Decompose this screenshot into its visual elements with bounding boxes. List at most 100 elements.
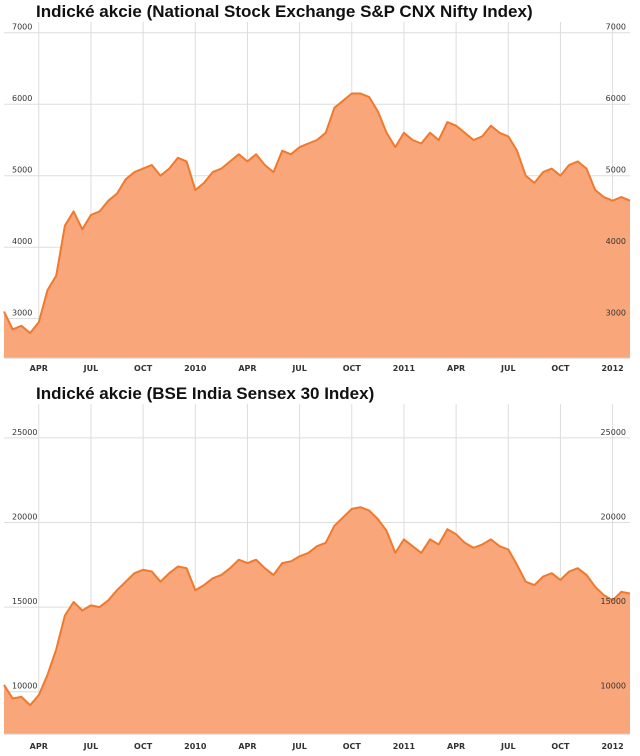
x-tick-label: OCT — [551, 742, 570, 751]
data-point — [29, 332, 31, 334]
y-tick-label-left: 10000 — [12, 682, 37, 691]
data-point — [559, 175, 561, 177]
data-point — [81, 228, 83, 230]
data-point — [551, 572, 553, 574]
data-point — [377, 518, 379, 520]
data-point — [38, 694, 40, 696]
data-point — [473, 547, 475, 549]
x-tick-label: 2012 — [601, 364, 623, 373]
data-point — [594, 586, 596, 588]
sensex-area-chart: 10000 10000 15000 15000 20000 20000 25000 25000… — [3, 404, 631, 751]
data-point — [499, 132, 501, 134]
data-point — [3, 684, 5, 686]
data-point — [90, 214, 92, 216]
data-point — [316, 139, 318, 141]
data-point — [403, 132, 405, 134]
data-point — [168, 572, 170, 574]
data-point — [12, 698, 14, 700]
data-point — [142, 569, 144, 571]
data-point — [307, 552, 309, 554]
data-point — [151, 164, 153, 166]
x-tick-label: OCT — [134, 742, 153, 751]
data-point — [377, 110, 379, 112]
nifty-area-chart: 3000 3000 4000 4000 5000 5000 6000 6000 7000 7000… — [3, 22, 631, 373]
data-point — [299, 146, 301, 148]
data-point — [481, 544, 483, 546]
data-point — [551, 168, 553, 170]
data-point — [586, 574, 588, 576]
data-point — [629, 200, 631, 202]
data-point — [612, 200, 614, 202]
data-point — [38, 321, 40, 323]
x-tick-label: APR — [238, 742, 256, 751]
data-point — [20, 696, 22, 698]
series-area — [4, 507, 630, 734]
y-tick-label-left: 25000 — [12, 428, 37, 437]
data-point — [499, 545, 501, 547]
data-point — [246, 562, 248, 564]
x-tick-label: JUL — [291, 364, 307, 373]
data-point — [342, 516, 344, 518]
y-tick-label-right: 20000 — [601, 512, 626, 521]
y-tick-label-left: 6000 — [12, 94, 32, 103]
data-point — [386, 132, 388, 134]
x-tick-label: APR — [30, 742, 48, 751]
y-tick-label-left: 5000 — [12, 166, 32, 175]
data-point — [577, 567, 579, 569]
x-tick-label: JUL — [291, 742, 307, 751]
data-point — [194, 589, 196, 591]
series-line — [3, 92, 631, 334]
data-point — [125, 581, 127, 583]
data-point — [542, 171, 544, 173]
data-point — [281, 562, 283, 564]
data-point — [238, 559, 240, 561]
data-point — [333, 107, 335, 109]
chart-title: Indické akcie (National Stock Exchange S… — [36, 2, 533, 21]
data-point — [290, 153, 292, 155]
data-point — [177, 157, 179, 159]
data-point — [3, 311, 5, 313]
data-point — [47, 289, 49, 291]
data-point — [220, 168, 222, 170]
nifty-chart-panel: 3000 3000 4000 4000 5000 5000 6000 6000 7000 7000… — [3, 2, 631, 373]
y-tick-label-right: 3000 — [606, 309, 626, 318]
data-point — [47, 674, 49, 676]
data-point — [255, 153, 257, 155]
data-point — [351, 93, 353, 95]
data-point — [420, 143, 422, 145]
data-point — [620, 196, 622, 198]
x-tick-label: APR — [447, 742, 465, 751]
data-point — [603, 196, 605, 198]
data-point — [490, 538, 492, 540]
data-point — [516, 564, 518, 566]
y-tick-label-left: 3000 — [12, 309, 32, 318]
data-point — [160, 175, 162, 177]
data-point — [394, 146, 396, 148]
data-point — [29, 704, 31, 706]
data-point — [455, 125, 457, 127]
data-point — [203, 182, 205, 184]
data-point — [507, 549, 509, 551]
data-point — [568, 571, 570, 573]
data-point — [412, 545, 414, 547]
data-point — [116, 193, 118, 195]
data-point — [12, 328, 14, 330]
data-point — [212, 577, 214, 579]
data-point — [99, 210, 101, 212]
data-point — [125, 178, 127, 180]
data-point — [203, 584, 205, 586]
data-point — [107, 200, 109, 202]
data-point — [586, 168, 588, 170]
data-point — [386, 530, 388, 532]
data-point — [525, 175, 527, 177]
data-point — [594, 189, 596, 191]
data-point — [177, 566, 179, 568]
x-tick-label: APR — [30, 364, 48, 373]
data-point — [568, 164, 570, 166]
data-point — [160, 581, 162, 583]
data-point — [229, 567, 231, 569]
x-tick-label: JUL — [500, 364, 516, 373]
data-point — [342, 100, 344, 102]
y-tick-label-right: 5000 — [606, 166, 626, 175]
data-point — [229, 160, 231, 162]
